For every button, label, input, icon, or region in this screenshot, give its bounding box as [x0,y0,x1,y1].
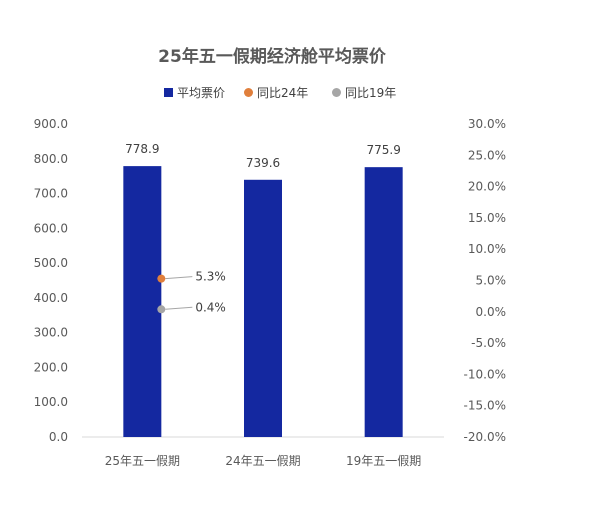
y-left-tick-label: 100.0 [34,395,68,409]
y-left-tick-label: 200.0 [34,360,68,374]
x-category-label: 19年五一假期 [346,454,421,468]
bar-data-label: 778.9 [125,142,159,156]
y-right-tick-label: -20.0% [464,430,506,444]
y-right-tick-label: 0.0% [476,305,507,319]
legend-label: 平均票价 [177,86,225,100]
y-right-tick-label: -10.0% [464,367,506,381]
y-right-tick-label: 20.0% [468,180,506,194]
y-right-tick-label: 5.0% [476,274,507,288]
y-right-tick-label: -15.0% [464,399,506,413]
y-left-tick-label: 700.0 [34,187,68,201]
legend-swatch [332,88,341,97]
bar [244,179,282,437]
y-left-tick-label: 600.0 [34,221,68,235]
data-point [157,274,166,283]
legend: 平均票价 同比24年 同比19年 [164,86,396,100]
legend-label: 同比24年 [257,86,308,100]
point-data-label: 5.3% [195,270,226,284]
legend-swatch [164,88,173,97]
y-left-tick-label: 400.0 [34,291,68,305]
y-right-tick-label: 25.0% [468,148,506,162]
bar [364,167,403,437]
legend-label: 同比19年 [345,86,396,100]
x-category-label: 24年五一假期 [225,454,300,468]
bar [123,166,162,437]
chart-title: 25年五一假期经济舱平均票价 [158,46,387,67]
y-left-tick-label: 800.0 [34,152,68,166]
bar-series: 778.9 739.6 775.9 [123,142,403,437]
y-right-tick-label: -5.0% [471,336,506,350]
point-leader-line [165,306,193,310]
point-data-label: 0.4% [195,300,226,314]
data-point [157,305,166,314]
x-axis-categories: 25年五一假期 24年五一假期 19年五一假期 [105,454,422,468]
y-left-tick-label: 0.0 [49,430,68,444]
y-right-tick-label: 15.0% [468,211,506,225]
y-axis-right: -20.0% -15.0% -10.0% -5.0% 0.0% 5.0% 10.0% 15.0… [464,117,506,444]
y-left-tick-label: 500.0 [34,256,68,270]
bar-data-label: 775.9 [366,143,400,157]
y-left-tick-label: 300.0 [34,326,68,340]
y-left-tick-label: 900.0 [34,117,68,131]
y-right-tick-label: 30.0% [468,117,506,131]
x-category-label: 25年五一假期 [105,454,180,468]
y-axis-left: 0.0 100.0 200.0 300.0 400.0 500.0 600.0 700.0 80… [34,117,68,444]
y-right-tick-label: 10.0% [468,242,506,256]
point-series: 5.3% 0.4% [157,270,226,314]
point-leader-line [165,276,193,280]
legend-swatch [244,88,253,97]
bar-data-label: 739.6 [246,156,280,170]
